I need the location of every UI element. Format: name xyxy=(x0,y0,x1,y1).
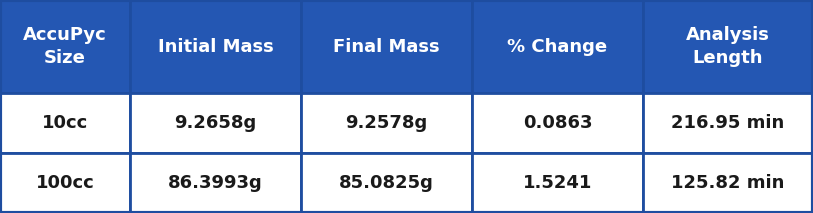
Bar xyxy=(472,93,643,153)
Text: Initial Mass: Initial Mass xyxy=(158,37,273,56)
Text: 100cc: 100cc xyxy=(36,174,94,192)
Bar xyxy=(130,0,301,93)
Bar xyxy=(130,93,301,153)
Bar xyxy=(301,153,472,213)
Text: % Change: % Change xyxy=(507,37,607,56)
Text: AccuPyc
Size: AccuPyc Size xyxy=(23,26,107,67)
Text: Final Mass: Final Mass xyxy=(333,37,440,56)
Text: 10cc: 10cc xyxy=(42,114,88,132)
Bar xyxy=(472,0,643,93)
Bar xyxy=(643,0,813,93)
Bar xyxy=(643,153,813,213)
Text: 125.82 min: 125.82 min xyxy=(672,174,785,192)
Bar xyxy=(0,93,130,153)
Bar xyxy=(301,93,472,153)
Bar xyxy=(130,153,301,213)
Bar xyxy=(301,0,472,93)
Text: 1.5241: 1.5241 xyxy=(523,174,592,192)
Bar xyxy=(643,93,813,153)
Bar xyxy=(0,0,130,93)
Text: 86.3993g: 86.3993g xyxy=(168,174,263,192)
Text: 9.2578g: 9.2578g xyxy=(346,114,428,132)
Bar xyxy=(0,153,130,213)
Text: 216.95 min: 216.95 min xyxy=(672,114,785,132)
Text: 85.0825g: 85.0825g xyxy=(339,174,434,192)
Bar xyxy=(472,153,643,213)
Text: 9.2658g: 9.2658g xyxy=(174,114,257,132)
Text: 0.0863: 0.0863 xyxy=(523,114,592,132)
Text: Analysis
Length: Analysis Length xyxy=(686,26,770,67)
